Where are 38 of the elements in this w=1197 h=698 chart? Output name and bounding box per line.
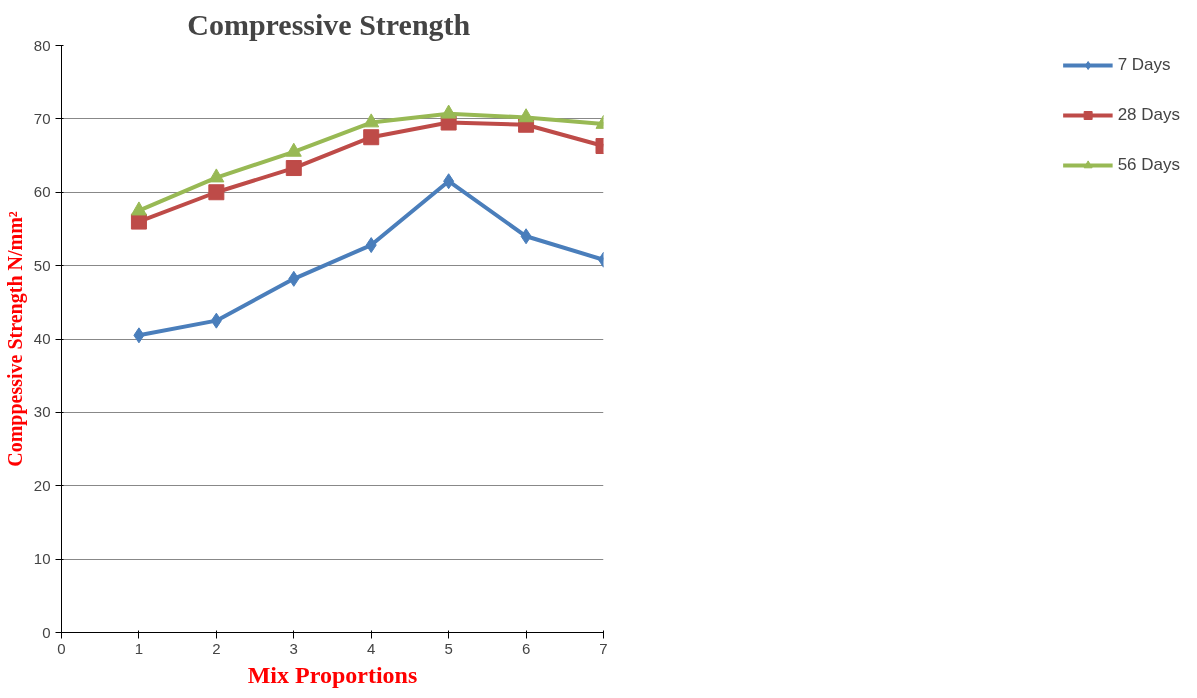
x-tick-label: 0 (57, 639, 66, 657)
point (285, 160, 302, 177)
legend-label: 7 Days (1117, 55, 1171, 75)
y-tick-label: 80 (33, 36, 51, 54)
y-tick-label: 0 (42, 623, 51, 641)
y-tick-label: 30 (33, 403, 51, 421)
y-tick-label: 10 (33, 550, 51, 568)
x-tick-label: 5 (444, 639, 453, 657)
x-tick-label: 6 (521, 639, 531, 657)
point (130, 201, 147, 216)
x-tick-label: 1 (134, 639, 144, 657)
y-axis-title: Comppessive Strength N/mm² (3, 211, 27, 467)
y-tick-label: 40 (33, 330, 51, 347)
point (363, 129, 380, 146)
x-tick-label: 2 (212, 639, 221, 657)
legend-label: 56 Days (1117, 155, 1180, 175)
point (363, 113, 380, 128)
legend-label: 28 Days (1117, 105, 1180, 125)
y-tick-label: 20 (33, 476, 51, 494)
point (208, 184, 225, 201)
point (285, 142, 302, 157)
point (133, 327, 145, 344)
point (208, 168, 225, 183)
point (440, 104, 457, 119)
point (520, 228, 532, 245)
x-tick-label: 3 (289, 639, 298, 657)
point (518, 108, 535, 123)
y-tick-label: 50 (33, 256, 51, 274)
y-tick-label: 70 (33, 109, 51, 127)
x-tick-label: 7 (599, 639, 608, 657)
point (443, 173, 455, 190)
x-tick-label: 4 (367, 639, 376, 657)
point (365, 237, 377, 254)
point (210, 312, 222, 329)
chart-title: Compressive Strength (187, 7, 471, 41)
y-tick-label: 60 (33, 183, 51, 201)
x-axis-title: Mix Proportions (247, 661, 418, 688)
point (288, 270, 300, 287)
